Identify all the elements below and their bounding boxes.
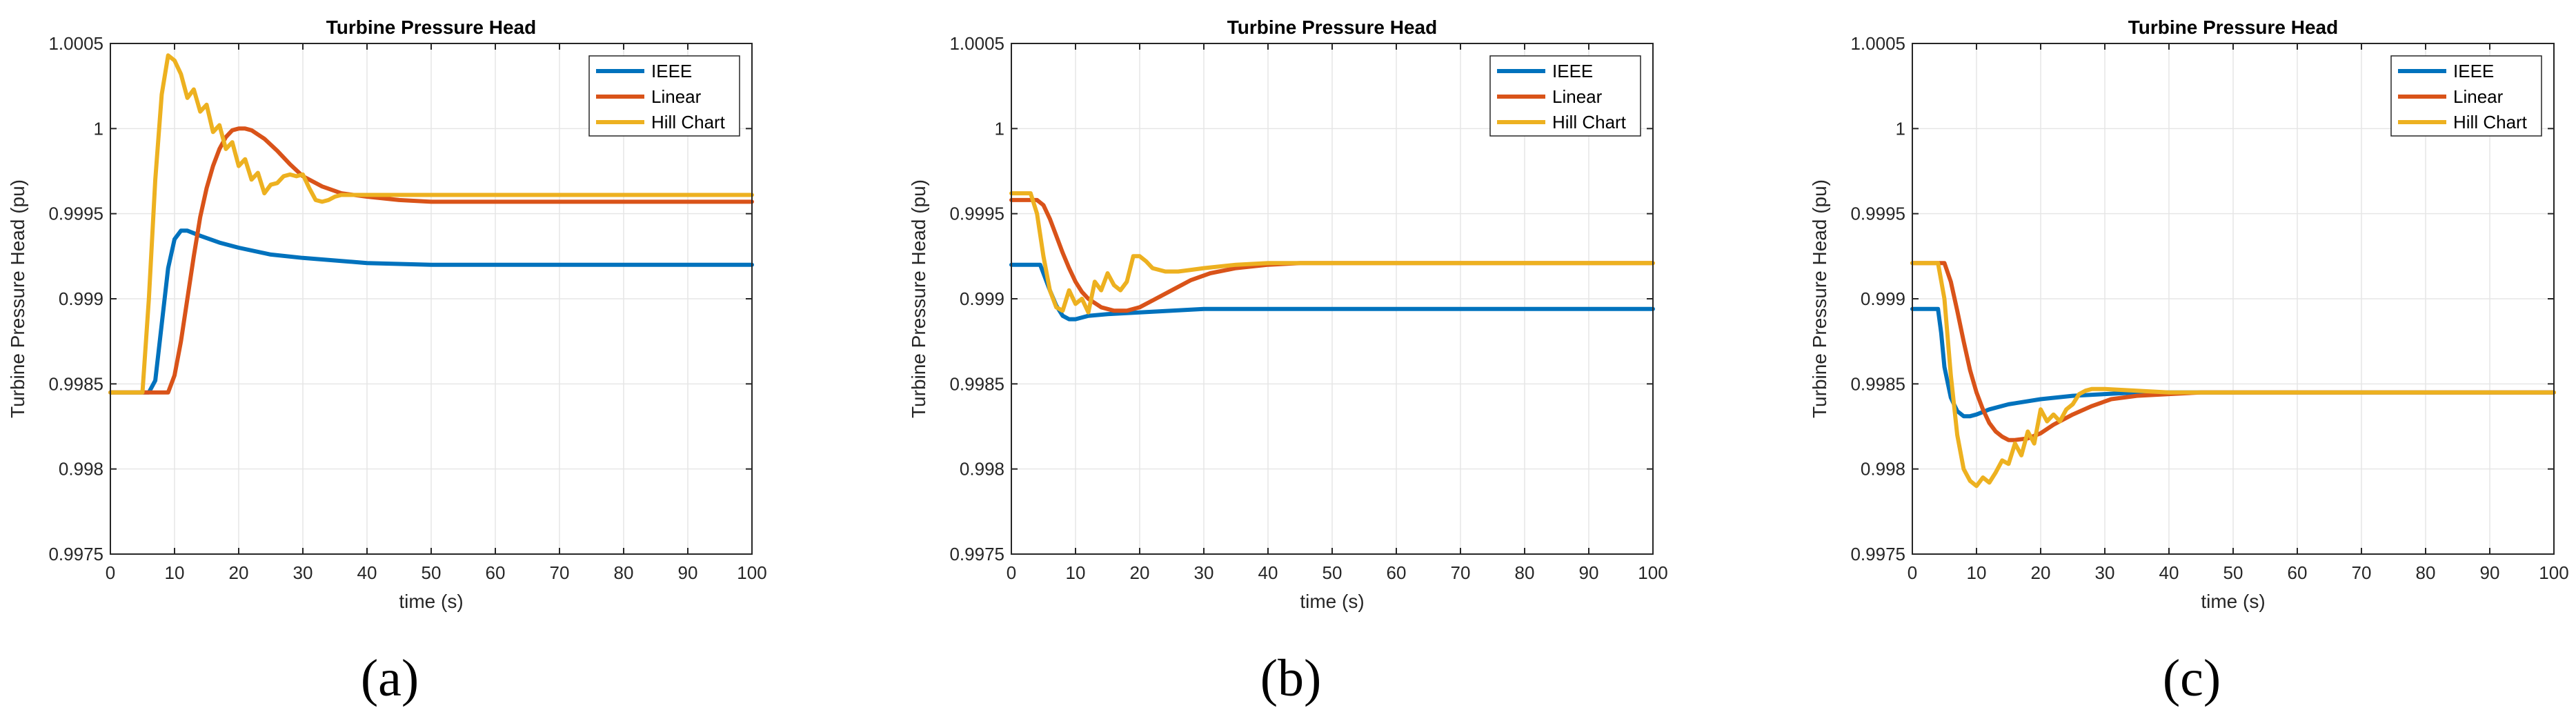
y-axis-label: Turbine Pressure Head (pu) bbox=[1809, 179, 1830, 418]
x-tick-label: 100 bbox=[737, 562, 766, 583]
x-tick-label: 90 bbox=[2480, 562, 2500, 583]
y-tick-label: 0.9975 bbox=[48, 544, 103, 564]
x-tick-label: 60 bbox=[2288, 562, 2308, 583]
legend-label-ieee: IEEE bbox=[2453, 61, 2494, 81]
x-axis-label: time (s) bbox=[1300, 591, 1364, 612]
legend-label-hill-chart: Hill Chart bbox=[1552, 112, 1627, 132]
legend-label-linear: Linear bbox=[2453, 86, 2504, 107]
panel-caption: (a) bbox=[361, 649, 419, 707]
y-tick-label: 0.9995 bbox=[949, 204, 1004, 224]
x-tick-label: 40 bbox=[1258, 562, 1278, 583]
x-tick-label: 70 bbox=[2352, 562, 2372, 583]
x-tick-label: 50 bbox=[2223, 562, 2243, 583]
y-tick-label: 0.9985 bbox=[48, 373, 103, 394]
panel-caption: (b) bbox=[1260, 649, 1322, 707]
x-tick-label: 20 bbox=[1130, 562, 1150, 583]
x-tick-label: 20 bbox=[229, 562, 249, 583]
x-tick-label: 10 bbox=[1066, 562, 1086, 583]
x-tick-label: 100 bbox=[2539, 562, 2568, 583]
x-axis-label: time (s) bbox=[399, 591, 463, 612]
x-tick-label: 70 bbox=[1451, 562, 1471, 583]
x-tick-label: 20 bbox=[2031, 562, 2051, 583]
x-tick-label: 90 bbox=[678, 562, 698, 583]
x-tick-label: 30 bbox=[2095, 562, 2115, 583]
y-tick-label: 0.9995 bbox=[48, 204, 103, 224]
x-tick-label: 50 bbox=[1322, 562, 1343, 583]
series-line-linear bbox=[108, 126, 754, 395]
x-tick-label: 60 bbox=[1387, 562, 1407, 583]
legend: IEEE Linear Hill Chart bbox=[1489, 55, 1641, 137]
chart-panel-1: 0 10 20 30 40 50 60 70 80 90 100 0.9975 0.998 0.9985 0… bbox=[7, 17, 767, 707]
x-tick-label: 0 bbox=[1007, 562, 1016, 583]
y-tick-label: 0.9975 bbox=[1850, 544, 1905, 564]
y-tick-label: 0.9985 bbox=[1850, 373, 1905, 394]
x-tick-label: 80 bbox=[614, 562, 634, 583]
y-tick-label: 0.998 bbox=[59, 459, 103, 480]
x-tick-label: 100 bbox=[1638, 562, 1667, 583]
y-tick-label: 1.0005 bbox=[48, 33, 103, 54]
y-tick-label: 1 bbox=[94, 118, 103, 139]
y-tick-label: 1 bbox=[1896, 118, 1905, 139]
x-tick-label: 80 bbox=[2416, 562, 2436, 583]
y-tick-label: 1.0005 bbox=[1850, 33, 1905, 54]
y-tick-label: 0.999 bbox=[59, 288, 103, 309]
panel-caption: (c) bbox=[2163, 649, 2221, 707]
y-axis-label: Turbine Pressure Head (pu) bbox=[7, 179, 28, 418]
x-tick-label: 40 bbox=[357, 562, 377, 583]
series-line-ieee bbox=[108, 228, 754, 395]
x-tick-label: 30 bbox=[293, 562, 313, 583]
x-tick-label: 50 bbox=[422, 562, 442, 583]
x-tick-label: 0 bbox=[1908, 562, 1917, 583]
chart-title: Turbine Pressure Head bbox=[326, 17, 536, 38]
y-tick-label: 0.999 bbox=[1861, 288, 1905, 309]
legend-label-linear: Linear bbox=[651, 86, 702, 107]
legend-label-hill-chart: Hill Chart bbox=[651, 112, 726, 132]
y-axis-label: Turbine Pressure Head (pu) bbox=[908, 179, 929, 418]
y-tick-label: 1 bbox=[995, 118, 1004, 139]
y-tick-label: 0.998 bbox=[1861, 459, 1905, 480]
legend-label-ieee: IEEE bbox=[651, 61, 692, 81]
series-line-hill-chart bbox=[1009, 191, 1655, 315]
legend: IEEE Linear Hill Chart bbox=[588, 55, 740, 137]
y-tick-label: 0.9995 bbox=[1850, 204, 1905, 224]
legend-label-linear: Linear bbox=[1552, 86, 1603, 107]
y-tick-label: 1.0005 bbox=[949, 33, 1004, 54]
x-axis-label: time (s) bbox=[2201, 591, 2265, 612]
x-tick-label: 60 bbox=[486, 562, 506, 583]
x-tick-label: 0 bbox=[106, 562, 115, 583]
chart-panel-3: 0 10 20 30 40 50 60 70 80 90 100 0.9975 0.998 0.9985 0… bbox=[1809, 17, 2569, 707]
series-line-hill-chart bbox=[1910, 261, 2556, 489]
x-tick-label: 40 bbox=[2159, 562, 2179, 583]
legend-label-ieee: IEEE bbox=[1552, 61, 1593, 81]
x-tick-label: 10 bbox=[1967, 562, 1987, 583]
y-tick-label: 0.999 bbox=[960, 288, 1004, 309]
x-tick-label: 10 bbox=[165, 562, 185, 583]
chart-title: Turbine Pressure Head bbox=[1227, 17, 1437, 38]
y-tick-label: 0.9975 bbox=[949, 544, 1004, 564]
y-tick-label: 0.9985 bbox=[949, 373, 1004, 394]
chart-title: Turbine Pressure Head bbox=[2128, 17, 2338, 38]
legend: IEEE Linear Hill Chart bbox=[2390, 55, 2542, 137]
chart-panel-2: 0 10 20 30 40 50 60 70 80 90 100 0.9975 0.998 0.9985 0… bbox=[908, 17, 1668, 707]
x-tick-label: 90 bbox=[1579, 562, 1599, 583]
x-tick-label: 30 bbox=[1194, 562, 1214, 583]
x-tick-label: 80 bbox=[1515, 562, 1535, 583]
series-line-hill-chart bbox=[108, 53, 754, 395]
x-tick-label: 70 bbox=[550, 562, 570, 583]
legend-label-hill-chart: Hill Chart bbox=[2453, 112, 2528, 132]
y-tick-label: 0.998 bbox=[960, 459, 1004, 480]
